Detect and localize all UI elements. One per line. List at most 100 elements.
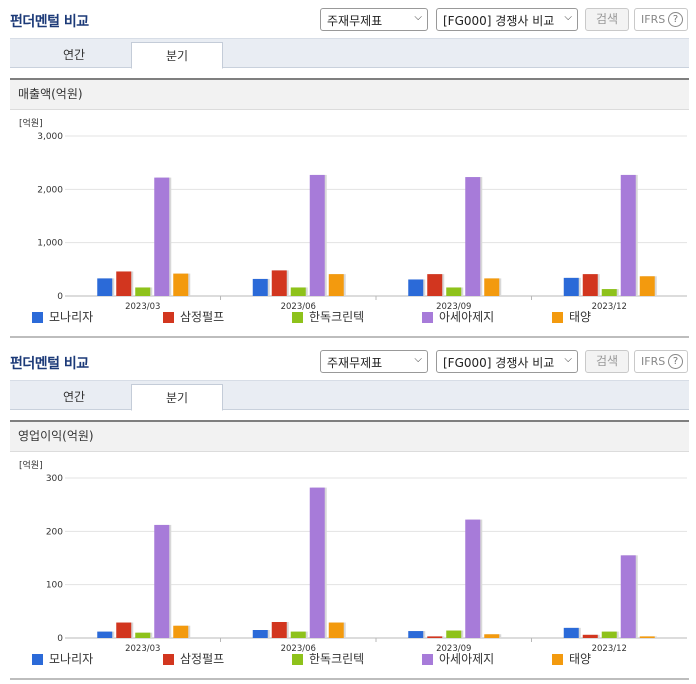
ifrs-label: IFRS	[641, 13, 666, 26]
bar	[116, 622, 132, 638]
legend-swatch	[163, 654, 174, 665]
group-select-value: [FG000] 경쟁사 비교	[443, 14, 555, 28]
bar	[328, 622, 344, 638]
bar	[620, 174, 636, 296]
x-tick-label: 2023/03	[125, 644, 160, 654]
help-icon[interactable]: ?	[668, 12, 683, 27]
bar	[484, 634, 500, 638]
ifrs-button[interactable]: IFRS ?	[634, 350, 688, 373]
divider	[10, 336, 689, 338]
legend-label: 삼정펄프	[180, 310, 224, 324]
y-tick-label: 3,000	[37, 132, 63, 142]
bar	[408, 631, 424, 638]
tab-quarterly[interactable]: 분기	[131, 42, 223, 69]
x-tick-label: 2023/03	[125, 302, 160, 312]
tab-annual[interactable]: 연간	[62, 48, 86, 62]
search-button[interactable]: 검색	[585, 350, 629, 373]
group-select[interactable]: [FG000] 경쟁사 비교 ⌵	[436, 8, 578, 31]
legend-label: 한독크린텍	[309, 652, 364, 666]
legend-swatch	[32, 654, 43, 665]
bar	[135, 632, 151, 638]
statement-select-value: 주재무제표	[327, 14, 383, 28]
group-select-value: [FG000] 경쟁사 비교	[443, 356, 555, 370]
bar	[408, 279, 424, 296]
chevron-down-icon: ⌵	[414, 12, 422, 23]
statement-select[interactable]: 주재무제표 ⌵	[320, 8, 428, 31]
bar	[639, 636, 655, 638]
unit-label: [억원]	[19, 117, 43, 129]
operating-profit-bar-chart: [억원] 0 100 200 300 2023/03 2023/06 2023/09 2023/…	[10, 452, 690, 678]
bar	[484, 278, 500, 296]
tab-annual[interactable]: 연간	[62, 390, 86, 404]
bar	[173, 273, 189, 296]
chart-canvas: [억원] 0 100 200 300 2023/03 2023/06 2023/09 2023/…	[19, 459, 687, 666]
bar	[309, 487, 325, 638]
search-button[interactable]: 검색	[585, 8, 629, 31]
bar	[309, 174, 325, 296]
fundamental-compare-panel-revenue: 펀더멘털 비교 주재무제표 ⌵ [FG000] 경쟁사 비교 ⌵ 검색 IFRS…	[10, 8, 690, 338]
bar	[154, 524, 170, 638]
chevron-down-icon: ⌵	[564, 12, 572, 23]
y-tick-label: 0	[57, 292, 63, 302]
legend-label: 한독크린텍	[309, 310, 364, 324]
y-tick-label: 0	[57, 634, 63, 644]
section-title: 영업이익(억원)	[10, 420, 689, 452]
legend-label: 아세아제지	[439, 652, 494, 666]
bar	[601, 631, 617, 638]
statement-select[interactable]: 주재무제표 ⌵	[320, 350, 428, 373]
y-tick-label: 100	[46, 581, 63, 591]
legend-swatch	[552, 312, 563, 323]
bar	[582, 274, 598, 296]
bar	[173, 625, 189, 638]
legend-swatch	[422, 312, 433, 323]
legend-swatch	[292, 654, 303, 665]
y-tick-label: 300	[46, 474, 63, 484]
divider	[10, 678, 689, 680]
bar	[563, 277, 579, 296]
bar	[97, 278, 113, 296]
y-tick-label: 1,000	[37, 239, 63, 249]
unit-label: [억원]	[19, 459, 43, 471]
legend-swatch	[552, 654, 563, 665]
x-tick-label: 2023/09	[436, 644, 471, 654]
chevron-down-icon: ⌵	[564, 354, 572, 365]
bar	[328, 274, 344, 296]
group-select[interactable]: [FG000] 경쟁사 비교 ⌵	[436, 350, 578, 373]
bar	[563, 627, 579, 638]
chart-canvas: [억원] 0 1,000 2,000 3,000 2023/03 2023/06 2023/0…	[19, 117, 687, 324]
legend-label: 모나리자	[49, 652, 93, 666]
y-tick-label: 2,000	[37, 185, 63, 195]
section-title: 매출액(억원)	[10, 78, 689, 110]
panel-header: 펀더멘털 비교 주재무제표 ⌵ [FG000] 경쟁사 비교 ⌵ 검색 IFRS…	[0, 342, 696, 380]
bar	[252, 278, 268, 296]
bar	[582, 634, 598, 638]
bar	[135, 287, 151, 296]
help-icon[interactable]: ?	[668, 354, 683, 369]
bar	[290, 287, 306, 296]
bar	[446, 630, 462, 638]
period-tabs: 연간 분기	[10, 380, 689, 411]
tab-quarterly[interactable]: 분기	[131, 384, 223, 411]
x-tick-label: 2023/12	[592, 302, 627, 312]
legend-label: 태양	[569, 310, 591, 324]
bar	[465, 519, 481, 638]
chevron-down-icon: ⌵	[414, 354, 422, 365]
bar	[465, 177, 481, 296]
bar	[290, 631, 306, 638]
revenue-bar-chart: [억원] 0 1,000 2,000 3,000 2023/03 2023/06 2023/0…	[10, 110, 690, 336]
bar	[446, 287, 462, 296]
ifrs-button[interactable]: IFRS ?	[634, 8, 688, 31]
bar	[620, 555, 636, 638]
x-tick-label: 2023/09	[436, 302, 471, 312]
bar	[427, 636, 443, 638]
bar	[639, 276, 655, 296]
bar	[97, 631, 113, 638]
legend-swatch	[292, 312, 303, 323]
bar	[601, 289, 617, 296]
panel-title: 펀더멘털 비교	[10, 14, 89, 30]
legend-label: 삼정펄프	[180, 652, 224, 666]
panel-title: 펀더멘털 비교	[10, 356, 89, 372]
period-tabs: 연간 분기	[10, 38, 689, 69]
bar	[252, 630, 268, 638]
x-tick-label: 2023/12	[592, 644, 627, 654]
